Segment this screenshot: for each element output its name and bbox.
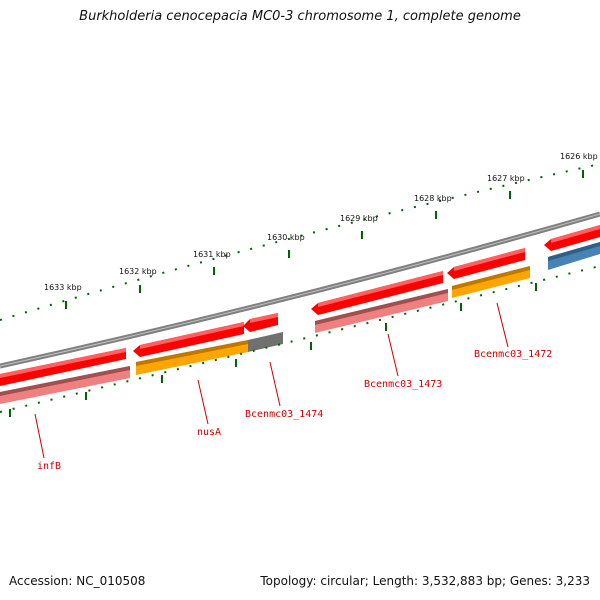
gene-bars (0, 242, 600, 404)
tick-label-1629: 1629 kbp (340, 214, 378, 223)
gene-label-infB: infB (37, 461, 61, 472)
inner-tick-ring (0, 265, 600, 413)
accession-text: Accession: NC_010508 (9, 574, 146, 588)
gene-label-1473: Bcenmc03_1473 (364, 379, 442, 390)
outer-tick-ring (0, 163, 600, 321)
tick-label-1626: 1626 kbp (560, 152, 598, 161)
major-ticks (65, 170, 584, 309)
gene-label-nusA: nusA (197, 427, 221, 438)
tick-label-1632: 1632 kbp (119, 267, 157, 276)
label-leaders (34, 302, 509, 459)
topology-summary: Topology: circular; Length: 3,532,883 bp… (260, 574, 590, 588)
tick-label-1627: 1627 kbp (487, 174, 525, 183)
tick-label-1631: 1631 kbp (193, 250, 231, 259)
tick-label-1628: 1628 kbp (414, 194, 452, 203)
gene-label-1474: Bcenmc03_1474 (245, 409, 323, 420)
map-title: Burkholderia cenocepacia MC0-3 chromosom… (79, 9, 521, 24)
gene-label-1472: Bcenmc03_1472 (474, 349, 552, 360)
tick-label-1630: 1630 kbp (267, 233, 305, 242)
tick-label-1633: 1633 kbp (44, 283, 82, 292)
backbone (0, 211, 600, 369)
forward-features (0, 225, 600, 386)
inner-major-ticks (9, 283, 537, 417)
feature-1474-gene (248, 332, 283, 352)
